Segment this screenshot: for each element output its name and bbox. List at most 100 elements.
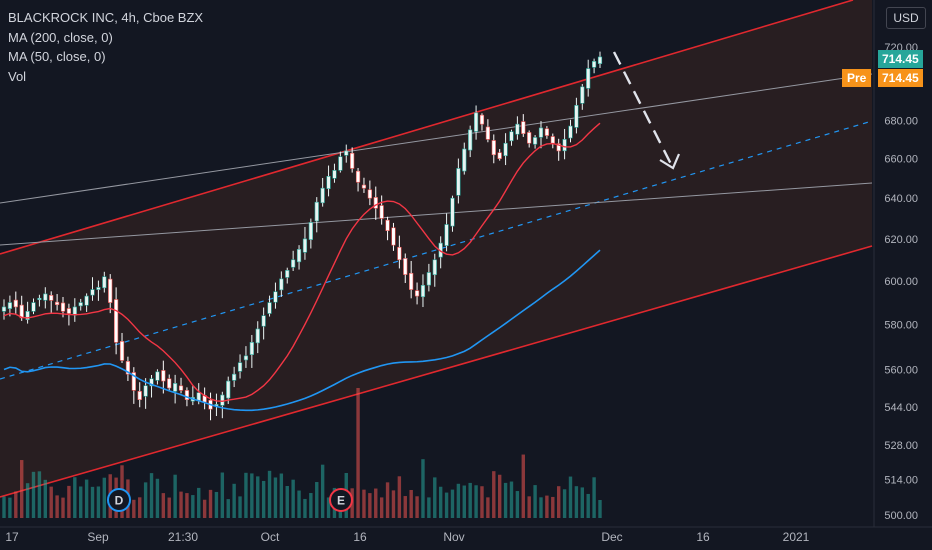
event-marker-label: E: [337, 494, 345, 508]
volume-bar: [468, 482, 472, 518]
volume-bar: [545, 495, 549, 518]
candle-body: [267, 302, 272, 314]
price-tick-label: 514.00: [884, 475, 918, 487]
candle-body: [60, 302, 66, 312]
candle-body: [385, 219, 390, 231]
candle-body: [178, 385, 184, 391]
volume-bar: [191, 495, 195, 518]
event-marker-d: D: [107, 488, 131, 512]
candle-body: [155, 371, 160, 381]
price-tick-label: 560.00: [884, 365, 918, 377]
candle-body: [420, 284, 426, 298]
candle-body: [586, 68, 591, 89]
volume-bar: [444, 492, 449, 518]
volume-bar: [208, 489, 213, 518]
volume-bar: [315, 482, 319, 518]
candle-body: [119, 341, 125, 361]
candle-body: [550, 136, 555, 144]
candle-body: [403, 258, 408, 275]
volume-bar: [256, 476, 260, 518]
volume-bar: [379, 497, 384, 518]
candle-body: [426, 272, 431, 286]
candle-body: [37, 297, 42, 301]
price-tick-label: 620.00: [884, 234, 918, 246]
volume-bar: [497, 474, 502, 518]
volume-bar: [43, 479, 48, 518]
volume-bar: [102, 477, 107, 518]
time-axis: [0, 527, 932, 550]
volume-bar: [244, 472, 248, 518]
channel-lower-line: [0, 245, 873, 498]
candle-body: [361, 184, 367, 189]
candle-body: [574, 105, 579, 128]
candle-body: [515, 123, 520, 135]
candle-body: [562, 139, 567, 152]
volume-bar: [474, 485, 478, 518]
volume-bar: [279, 473, 284, 518]
volume-bar: [149, 473, 154, 518]
candle-body: [66, 308, 72, 314]
last-price-value: 714.45: [882, 52, 919, 66]
candle-body: [532, 137, 538, 145]
candle-body: [485, 126, 490, 140]
volume-bar: [79, 486, 83, 518]
price-tick-label: 680.00: [884, 115, 918, 127]
volume-bar: [551, 496, 555, 518]
candle-body: [243, 355, 249, 361]
pre-market-price-tag: 714.45: [878, 69, 923, 87]
volume-bar: [586, 493, 590, 518]
candle-body: [273, 291, 278, 303]
candle-body: [291, 259, 296, 268]
chart-legend: BLACKROCK INC, 4h, Cboe BZX MA (200, clo…: [8, 8, 203, 86]
candle-body: [432, 259, 437, 276]
volume-bar: [167, 497, 171, 518]
volume-bar: [132, 499, 136, 518]
volume-bar: [37, 471, 42, 518]
projection-arrow-head: [659, 153, 681, 170]
volume-bar: [73, 477, 77, 518]
time-tick-label: 2021: [783, 530, 810, 544]
volume-bar: [356, 388, 360, 518]
volume-bar: [273, 477, 278, 518]
currency-button[interactable]: USD: [886, 7, 926, 29]
price-tick-label: 500.00: [884, 510, 918, 522]
volume-bar: [185, 493, 189, 518]
candle-body: [226, 380, 231, 399]
volume-bar: [326, 497, 331, 518]
candle-body: [591, 61, 597, 68]
volume-bar: [527, 496, 531, 518]
volume-bar: [362, 489, 366, 518]
event-marker-label: D: [115, 494, 124, 508]
time-tick-label: Nov: [443, 530, 464, 544]
candle-body: [497, 152, 502, 159]
candle-body: [367, 189, 372, 199]
candle-body: [114, 299, 119, 343]
volume-bar: [2, 496, 6, 518]
time-tick-label: 17: [5, 530, 19, 544]
volume-bar: [515, 491, 520, 518]
volume-bar: [90, 486, 95, 518]
volume-bar: [580, 487, 584, 518]
candle-body: [7, 302, 13, 309]
volume-bar: [556, 486, 561, 518]
volume-bar: [143, 482, 148, 518]
candle-body: [55, 301, 60, 306]
volume-bar: [220, 472, 225, 518]
candle-body: [261, 315, 266, 327]
volume-bar: [303, 498, 307, 518]
candle-body: [509, 131, 514, 142]
volume-bar: [285, 485, 289, 518]
volume-bar: [25, 483, 30, 518]
legend-title: BLACKROCK INC, 4h, Cboe BZX: [8, 10, 204, 25]
volume-bar: [232, 483, 236, 518]
volume-bar: [67, 485, 71, 518]
candle-body: [462, 148, 467, 172]
candle-body: [285, 270, 290, 278]
price-tick-label: 600.00: [884, 276, 918, 288]
candle-body: [137, 391, 142, 400]
candle-body: [49, 295, 54, 301]
candle-body: [1, 306, 7, 312]
candle-body: [444, 224, 449, 246]
